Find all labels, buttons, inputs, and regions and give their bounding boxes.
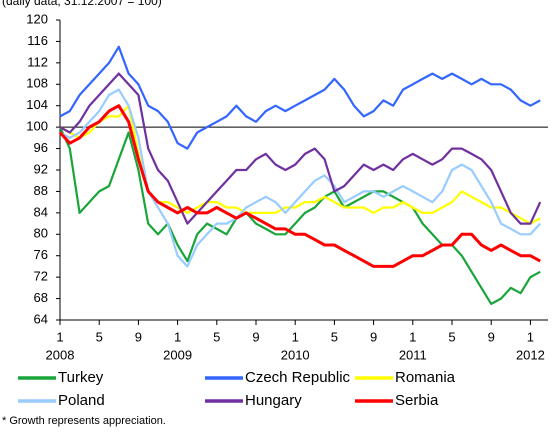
x-tick-label: 9 [370, 329, 377, 344]
y-tick-label: 116 [27, 33, 48, 48]
series-line [59, 45, 541, 150]
chart-subtitle: (daily data, 31.12.2007 = 100) [2, 0, 162, 8]
x-year-label: 2011 [399, 347, 427, 362]
y-tick-label: 104 [26, 97, 48, 112]
series-line [59, 88, 542, 268]
footnote: * Growth represents appreciation. [2, 415, 166, 427]
x-tick-label: 1 [292, 329, 299, 344]
x-tick-label: 9 [488, 329, 495, 344]
x-tick-label: 5 [448, 329, 455, 344]
series-line [59, 72, 542, 225]
x-tick-label: 9 [252, 329, 259, 344]
legend-label: Turkey [58, 369, 104, 386]
y-tick-label: 84 [34, 204, 48, 219]
series-line [58, 126, 541, 305]
y-tick-label: 100 [26, 119, 48, 134]
legend-label: Poland [58, 392, 105, 409]
x-tick-label: 5 [96, 329, 103, 344]
y-tick-label: 80 [34, 226, 48, 241]
x-year-label: 2009 [163, 347, 192, 362]
x-tick-label: 5 [213, 329, 220, 344]
legend-label: Serbia [395, 392, 439, 409]
series-line [59, 104, 541, 225]
x-tick-label: 1 [56, 329, 63, 344]
y-tick-label: 108 [26, 76, 48, 91]
y-tick-label: 88 [34, 183, 48, 198]
y-tick-label: 64 [34, 311, 48, 326]
x-year-label: 2008 [46, 347, 75, 362]
legend-label: Romania [395, 369, 456, 386]
y-tick-label: 76 [34, 247, 48, 262]
series-line [58, 104, 541, 268]
x-tick-label: 9 [135, 329, 142, 344]
x-tick-label: 1 [527, 329, 534, 344]
y-tick-label: 96 [34, 140, 48, 155]
y-tick-label: 72 [34, 269, 48, 284]
y-tick-label: 120 [26, 11, 48, 26]
x-tick-label: 1 [409, 329, 416, 344]
y-tick-label: 112 [27, 54, 48, 69]
y-tick-label: 68 [34, 290, 48, 305]
y-tick-label: 92 [34, 161, 48, 176]
legend-label: Czech Republic [245, 369, 351, 386]
legend-label: Hungary [245, 392, 302, 409]
x-year-label: 2010 [281, 347, 310, 362]
x-tick-label: 1 [174, 329, 181, 344]
x-tick-label: 5 [331, 329, 338, 344]
x-year-label: 2012 [516, 347, 545, 362]
